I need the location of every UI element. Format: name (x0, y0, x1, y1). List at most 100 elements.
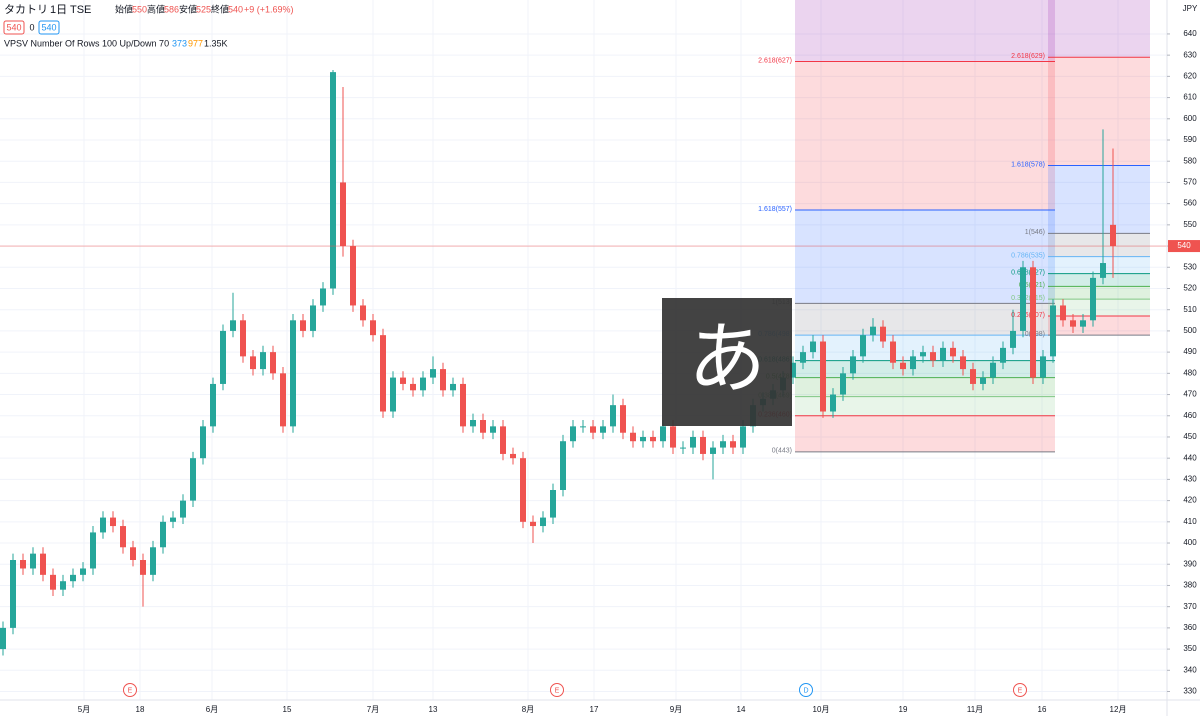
candle-body (690, 436, 696, 448)
fib-zone (795, 415, 1055, 452)
fib-label: 0.382(515) (1011, 295, 1045, 302)
candle-body (280, 373, 286, 427)
fib-zone (795, 210, 1055, 304)
fib-label: 0.236(507) (1011, 312, 1045, 319)
indicator-value: 1.35K (204, 38, 228, 48)
candle-body (260, 352, 266, 370)
candle-body (200, 426, 206, 459)
event-label: D (803, 687, 808, 694)
candle-body (400, 377, 406, 384)
candle-body (680, 447, 686, 449)
candle-body (870, 326, 876, 336)
candle-body (90, 532, 96, 569)
candle-body (590, 426, 596, 433)
event-label: E (555, 687, 560, 694)
candle-body (100, 517, 106, 533)
candle-body (220, 330, 226, 384)
candle-body (820, 341, 826, 412)
y-tick-label: 560 (1183, 199, 1197, 208)
fib-label: 0.618(527) (1011, 269, 1045, 276)
candle-body (910, 356, 916, 370)
button[interactable] (38, 20, 60, 35)
axes: 330 340 350 360 370 380 390 400 410 420 430 440 450 4… (78, 29, 1200, 714)
candle-body (360, 305, 366, 321)
candle-body (1080, 320, 1086, 327)
fib-zone (795, 61, 1055, 210)
button[interactable] (3, 20, 25, 35)
button-label[interactable]: 540 (41, 22, 56, 32)
candle-body (30, 553, 36, 569)
indicator-value: 977 (188, 38, 203, 48)
candle-body (310, 305, 316, 331)
button-label[interactable]: 0 (29, 22, 34, 32)
last-price-label: 540 (1177, 241, 1191, 250)
candle-body (380, 335, 386, 412)
candle-body (950, 347, 956, 357)
y-tick-label: 570 (1183, 178, 1197, 187)
symbol: タカトリ (4, 3, 48, 16)
button-label[interactable]: 540 (6, 22, 21, 32)
candle-body (520, 458, 526, 522)
x-tick-label: 8月 (522, 705, 534, 714)
candle-body (20, 560, 26, 569)
ohlc-value: 550 (132, 4, 147, 14)
candle-body (160, 521, 166, 548)
candle-body (390, 377, 396, 412)
candle-body (480, 420, 486, 433)
candle-body (420, 377, 426, 391)
x-tick-label: 13 (429, 705, 438, 714)
candle-body (1110, 224, 1116, 247)
candle-body (340, 182, 346, 247)
fib-zone (1048, 286, 1150, 300)
candle-body (350, 246, 356, 306)
candle-body (300, 320, 306, 331)
ohlc-label: 始値 (115, 3, 133, 14)
x-tick-label: 7月 (367, 705, 379, 714)
candle-body (600, 426, 606, 433)
y-tick-label: 550 (1183, 220, 1197, 229)
fib-zone (1048, 256, 1150, 274)
ohlc-value: 586 (164, 4, 179, 14)
candle-body (840, 373, 846, 395)
candle-body (180, 500, 186, 518)
y-tick-label: 390 (1183, 559, 1197, 568)
event-marker (799, 683, 813, 697)
fib-zone (1048, 0, 1150, 58)
x-tick-label: 6月 (206, 705, 218, 714)
event-label: E (1018, 687, 1023, 694)
candle-body (120, 526, 126, 548)
candle-body (270, 352, 276, 374)
ohlc-label: 高値 (147, 3, 165, 14)
y-tick-label: 440 (1183, 453, 1197, 462)
ime-overlay: あ (662, 298, 792, 426)
y-tick-label: 510 (1183, 305, 1197, 314)
candle-body (130, 547, 136, 560)
candle-body (970, 369, 976, 384)
fib-zone (795, 377, 1055, 397)
candle-body (920, 352, 926, 357)
y-tick-label: 610 (1183, 93, 1197, 102)
candle-body (790, 362, 796, 378)
candle-body (80, 568, 86, 575)
y-tick-label: 460 (1183, 411, 1197, 420)
x-tick-label: 18 (136, 705, 145, 714)
event-marker (550, 683, 564, 697)
candle-body (500, 426, 506, 454)
candle-body (980, 377, 986, 384)
fib-label: 1.618(578) (1011, 161, 1045, 168)
y-tick-label: 380 (1183, 581, 1197, 590)
candle-body (440, 369, 446, 391)
y-tick-label: 600 (1183, 114, 1197, 123)
fib-label: 0.786(535) (1011, 253, 1045, 260)
candle-body (830, 394, 836, 412)
candle-body (730, 441, 736, 448)
candle-body (890, 341, 896, 363)
candle-body (990, 362, 996, 378)
candle-body (900, 362, 906, 370)
indicator-value: 373 (172, 38, 187, 48)
candle-body (470, 420, 476, 427)
ohlc-value: 540 (228, 4, 243, 14)
candle-body (710, 447, 716, 454)
candle-body (670, 426, 676, 448)
y-tick-label: 360 (1183, 623, 1197, 632)
